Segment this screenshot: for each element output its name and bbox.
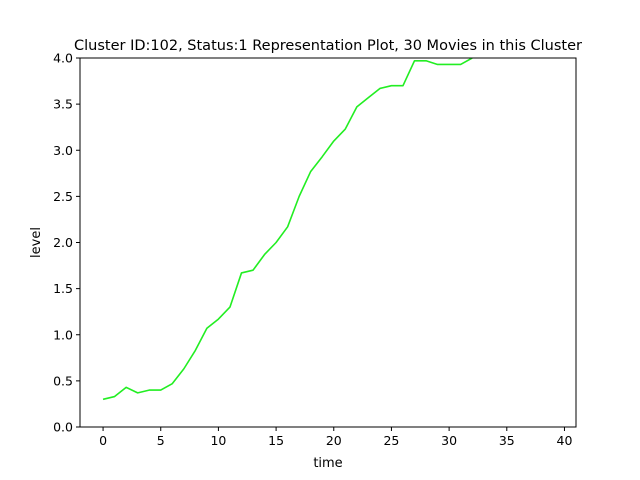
series-line-0 bbox=[102, 58, 473, 401]
axes-frame bbox=[79, 57, 577, 428]
x-tick-label: 20 bbox=[326, 433, 342, 448]
y-tick-label: 4.0 bbox=[53, 51, 73, 66]
y-tick-label: 2.0 bbox=[53, 235, 73, 250]
x-tick-label: 40 bbox=[557, 433, 573, 448]
y-tick-label: 2.5 bbox=[53, 189, 73, 204]
y-tick-label: 0.0 bbox=[53, 420, 73, 435]
y-tick-label: 1.0 bbox=[53, 327, 73, 342]
x-tick-label: 25 bbox=[383, 433, 399, 448]
y-tick-label: 0.5 bbox=[53, 373, 73, 388]
axis-ticks: 0 5 10 15 20 25 30 35 40 0.0 0.5 1.0 1.5 2.0 2.5 3.0 3.5… bbox=[53, 51, 572, 449]
y-tick-label: 3.5 bbox=[53, 97, 73, 112]
chart-title: Cluster ID:102, Status:1 Representation … bbox=[74, 38, 582, 54]
x-axis-label: time bbox=[313, 456, 342, 471]
y-tick-label: 1.5 bbox=[53, 281, 73, 296]
x-tick-label: 15 bbox=[268, 433, 284, 448]
y-axis-label: level bbox=[29, 227, 44, 258]
x-tick-label: 5 bbox=[157, 433, 165, 448]
x-tick-label: 10 bbox=[210, 433, 226, 448]
x-tick-label: 35 bbox=[499, 433, 515, 448]
y-tick-label: 3.0 bbox=[53, 143, 73, 158]
x-tick-label: 0 bbox=[99, 433, 107, 448]
x-tick-label: 30 bbox=[441, 433, 457, 448]
plot-area bbox=[102, 58, 473, 401]
